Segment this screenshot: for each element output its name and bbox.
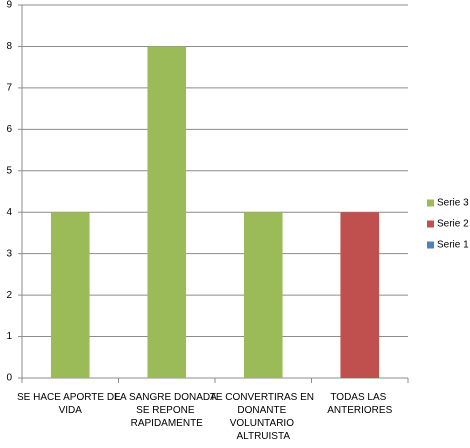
legend-label: Serie 2 — [437, 219, 469, 230]
bar — [243, 212, 283, 378]
x-tick-label: LA SANGRE DONADA SE REPONE RAPIDAMENTE — [115, 392, 219, 429]
bar — [147, 46, 187, 378]
x-tick-label: TE CONVERTIRAS EN DONANTE VOLUNTARIO ALT… — [210, 392, 317, 442]
y-tick-label: 3 — [6, 248, 12, 259]
y-tick-label: 5 — [6, 165, 12, 176]
bar — [50, 212, 90, 378]
y-tick-label: 7 — [6, 83, 12, 94]
y-tick-label: 9 — [6, 0, 12, 11]
y-tick-label: 0 — [6, 373, 12, 384]
x-tick-label: TODAS LAS ANTERIORES — [327, 392, 392, 416]
x-tick-label: SE HACE APORTE DE VIDA — [17, 392, 124, 416]
bar — [340, 212, 380, 378]
legend-swatch — [427, 241, 434, 249]
y-tick-label: 8 — [6, 41, 12, 52]
legend-label: Serie 1 — [437, 240, 469, 251]
legend-swatch — [427, 199, 434, 207]
y-tick-label: 6 — [6, 124, 12, 135]
legend-swatch — [427, 220, 434, 228]
legend-label: Serie 3 — [437, 198, 469, 209]
y-tick-label: 2 — [6, 290, 12, 301]
y-tick-label: 4 — [6, 207, 12, 218]
y-tick-label: 1 — [6, 331, 12, 342]
